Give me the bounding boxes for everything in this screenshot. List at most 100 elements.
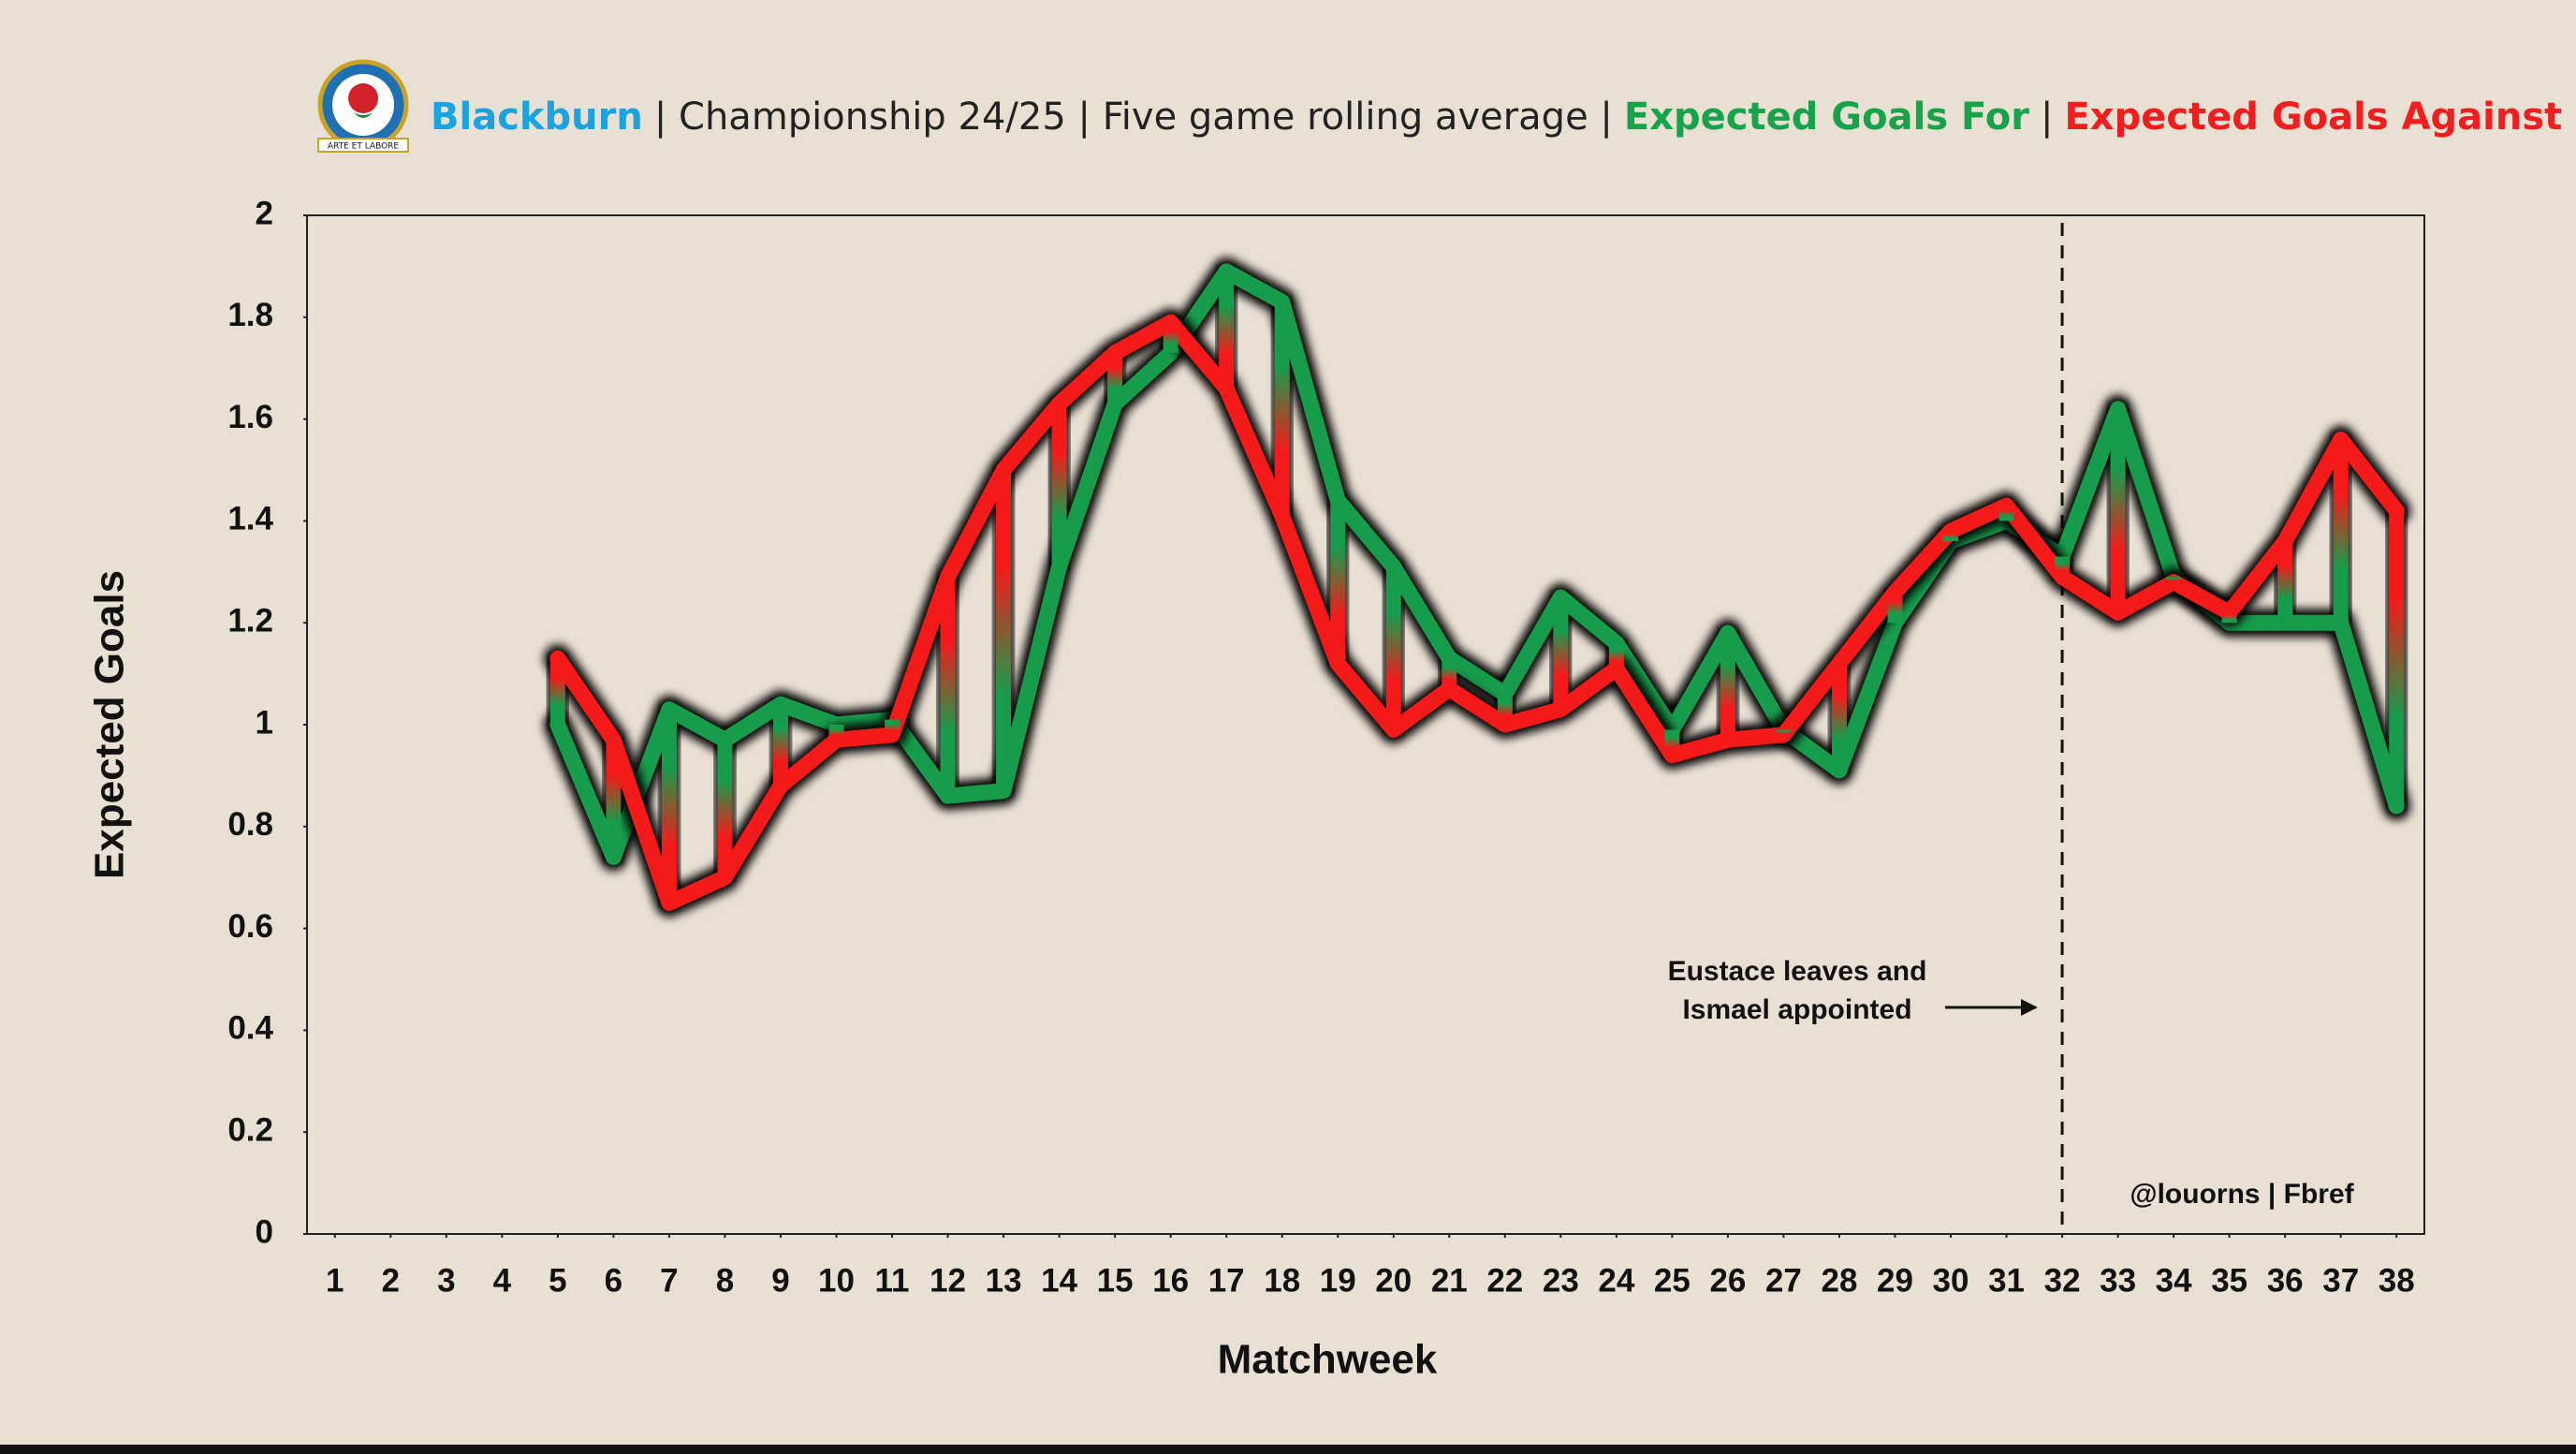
x-tick-label: 14 <box>1041 1262 1077 1299</box>
difference-bar <box>1163 322 1178 353</box>
x-tick-label: 1 <box>326 1262 344 1299</box>
difference-bar <box>1553 597 1569 710</box>
series-group <box>543 257 2411 918</box>
difference-bar <box>772 704 788 786</box>
y-tick-label: 0.6 <box>227 908 273 945</box>
difference-bar <box>2333 439 2349 624</box>
x-tick-label: 24 <box>1598 1262 1634 1299</box>
line <box>549 314 2405 911</box>
chart-title: Blackburn | Championship 24/25 | Five gam… <box>431 95 2562 139</box>
y-tick-label: 1 <box>256 704 273 741</box>
x-tick-label: 27 <box>1765 1262 1802 1299</box>
difference-bar <box>1831 663 1847 771</box>
difference-bar <box>661 709 677 903</box>
x-tick-label: 33 <box>2100 1262 2136 1299</box>
x-tick-label: 32 <box>2044 1262 2081 1299</box>
difference-bar <box>2389 510 2405 807</box>
difference-bar <box>1776 729 1792 735</box>
y-tick-label: 0 <box>256 1213 273 1250</box>
x-tick-label: 2 <box>382 1262 400 1299</box>
logo: ARTE ET LABORE <box>317 59 409 153</box>
difference-bar <box>1664 729 1680 756</box>
logo-motto: ARTE ET LABORE <box>328 142 400 152</box>
difference-bar <box>940 577 956 797</box>
x-tick-label: 28 <box>1822 1262 1858 1299</box>
difference-bar <box>2277 541 2293 624</box>
y-axis-label: Expected Goals <box>87 570 133 879</box>
difference-bar <box>1887 592 1903 624</box>
difference-bar <box>885 719 900 735</box>
x-tick-label: 19 <box>1320 1262 1356 1299</box>
y-tick-label: 2 <box>256 195 273 231</box>
x-tick-label: 6 <box>605 1262 622 1299</box>
line <box>549 263 2405 865</box>
x-tick-label: 4 <box>493 1262 512 1299</box>
x-tick-label: 38 <box>2378 1262 2415 1299</box>
difference-bar <box>1274 301 1290 516</box>
difference-bar <box>996 470 1012 791</box>
difference-bar <box>1497 694 1513 725</box>
difference-bar <box>1608 642 1624 669</box>
x-tick-label: 5 <box>549 1262 566 1299</box>
title-part: Blackburn <box>431 95 643 139</box>
difference-bar <box>717 740 733 878</box>
x-tick-label: 12 <box>929 1262 966 1299</box>
y-tick-label: 0.8 <box>227 806 273 843</box>
x-tick-label: 26 <box>1709 1262 1746 1299</box>
x-tick-label: 10 <box>818 1262 855 1299</box>
annotation: Ismael appointed <box>1682 994 1911 1025</box>
difference-bar <box>1720 633 1735 741</box>
annotation: Eustace leaves and <box>1668 956 1927 987</box>
title-part: Expected Goals Against <box>2064 95 2562 139</box>
bottom-bar <box>0 1445 2576 1454</box>
difference-bar <box>1051 404 1067 567</box>
difference-bar <box>1998 506 2014 521</box>
x-tick-label: 35 <box>2211 1262 2247 1299</box>
x-tick-label: 3 <box>437 1262 455 1299</box>
x-tick-label: 21 <box>1431 1262 1468 1299</box>
title-part: Expected Goals For <box>1624 95 2029 139</box>
x-tick-label: 23 <box>1543 1262 1579 1299</box>
x-tick-label: 30 <box>1933 1262 1969 1299</box>
difference-bar <box>2055 556 2071 578</box>
x-tick-label: 34 <box>2156 1262 2192 1299</box>
y-tick-label: 0.2 <box>227 1111 273 1148</box>
y-tick-label: 0.4 <box>227 1010 273 1047</box>
difference-bar <box>549 658 565 725</box>
x-tick-label: 25 <box>1654 1262 1690 1299</box>
plot-frame <box>306 214 2425 1235</box>
x-tick-label: 18 <box>1264 1262 1300 1299</box>
x-tick-label: 7 <box>660 1262 678 1299</box>
x-tick-label: 20 <box>1375 1262 1412 1299</box>
difference-bar <box>828 725 844 741</box>
x-tick-label: 8 <box>716 1262 734 1299</box>
x-tick-label: 15 <box>1097 1262 1134 1299</box>
y-tick-label: 1.4 <box>227 501 273 537</box>
x-tick-label: 31 <box>1988 1262 2025 1299</box>
y-tick-label: 1.8 <box>227 297 273 333</box>
x-axis-label: Matchweek <box>1218 1337 1438 1383</box>
x-tick-label: 29 <box>1877 1262 1913 1299</box>
x-tick-label: 36 <box>2267 1262 2304 1299</box>
difference-bar <box>1385 566 1401 730</box>
credit: @louorns | Fbref <box>2130 1179 2354 1210</box>
x-tick-label: 11 <box>875 1262 910 1299</box>
difference-bar <box>606 740 622 858</box>
x-tick-label: 22 <box>1486 1262 1523 1299</box>
difference-bar <box>1442 658 1457 689</box>
y-tick-label: 1.2 <box>227 602 273 639</box>
difference-bar <box>1107 352 1123 404</box>
x-tick-label: 13 <box>986 1262 1022 1299</box>
difference-bar <box>1330 500 1346 664</box>
x-tick-label: 37 <box>2322 1262 2359 1299</box>
difference-bar <box>1943 531 1959 542</box>
difference-bar <box>2110 408 2126 613</box>
y-tick-label: 1.6 <box>227 399 273 435</box>
x-tick-label: 17 <box>1208 1262 1245 1299</box>
difference-bar <box>1219 271 1235 389</box>
title-part: | Championship 24/25 | Five game rolling… <box>654 95 1613 139</box>
x-tick-label: 16 <box>1152 1262 1189 1299</box>
difference-bar <box>2221 612 2237 624</box>
